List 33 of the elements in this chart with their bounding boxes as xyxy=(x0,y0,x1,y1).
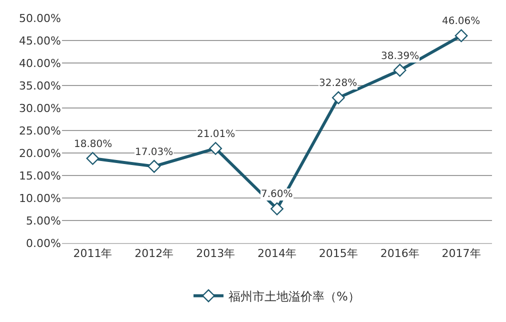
y-tick-label: 25.00% xyxy=(19,124,61,138)
x-tick-label: 2015年 xyxy=(318,247,358,260)
y-tick-label: 15.00% xyxy=(19,169,61,182)
x-tick-label: 2011年 xyxy=(73,247,112,260)
data-label: 38.39% xyxy=(381,51,420,62)
y-tick-label: 35.00% xyxy=(19,79,61,92)
data-label: 7.60% xyxy=(261,189,293,200)
point xyxy=(270,202,284,216)
x-tick-label: 2016年 xyxy=(380,247,420,260)
data-label: 46.06% xyxy=(442,16,480,27)
y-tick-label: 30.00% xyxy=(19,102,61,115)
x-tick-label: 2014年 xyxy=(258,247,296,260)
y-tick-label: 50.00% xyxy=(19,12,61,25)
x-tick-label: 2013年 xyxy=(196,247,236,260)
point xyxy=(148,160,161,173)
data-label: 18.80% xyxy=(74,139,112,150)
data-label: 32.28% xyxy=(319,78,358,89)
legend-label: 福州市土地溢价率（%） xyxy=(228,289,360,304)
y-tick-label: 20.00% xyxy=(19,146,61,160)
y-tick-label: 5.00% xyxy=(26,214,61,228)
data-label: 17.03% xyxy=(135,147,174,158)
point xyxy=(332,91,345,104)
y-tick-label: 0.00% xyxy=(26,236,61,250)
x-tick-label: 2012年 xyxy=(134,247,174,260)
y-tick-label: 10.00% xyxy=(19,192,61,205)
point xyxy=(454,29,468,42)
x-tick-label: 2017年 xyxy=(442,247,481,260)
y-tick-label: 40.00% xyxy=(19,56,61,70)
y-tick-label: 45.00% xyxy=(19,34,61,48)
point xyxy=(86,152,100,165)
point xyxy=(209,142,222,155)
point xyxy=(393,64,406,77)
data-label: 21.01% xyxy=(197,129,236,140)
